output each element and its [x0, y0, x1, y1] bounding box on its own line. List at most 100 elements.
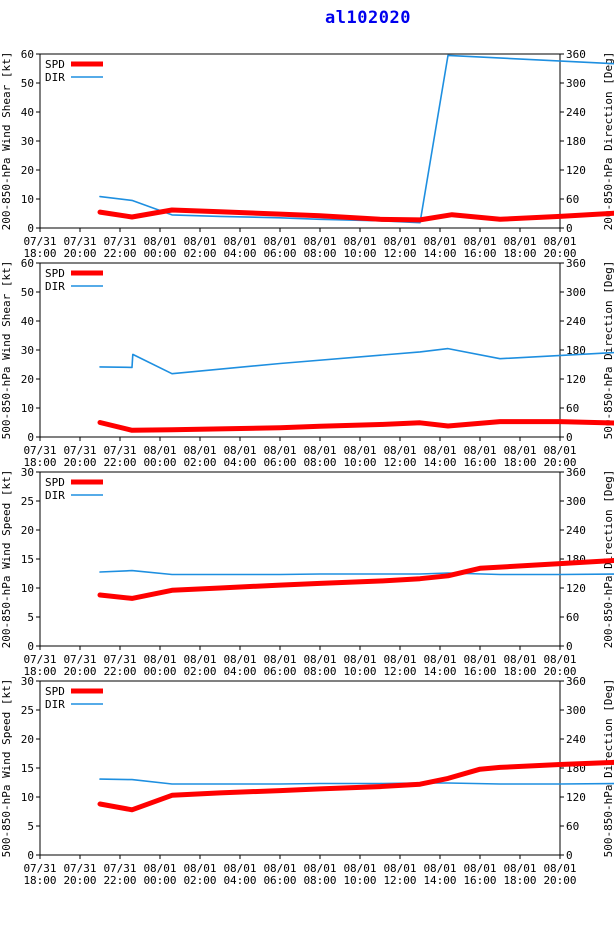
x-tick-date-label: 08/01: [503, 235, 536, 248]
x-tick-time-label: 22:00: [103, 456, 136, 469]
x-tick-date-label: 08/01: [383, 862, 416, 875]
x-tick-date-label: 07/31: [63, 862, 96, 875]
legend-label-spd: SPD: [45, 476, 65, 489]
x-tick-time-label: 16:00: [463, 874, 496, 887]
x-tick-time-label: 12:00: [383, 665, 416, 678]
x-tick-date-label: 08/01: [263, 653, 296, 666]
x-tick-date-label: 08/01: [303, 653, 336, 666]
x-tick-time-label: 18:00: [503, 247, 536, 260]
y-tick-label: 20: [21, 524, 34, 537]
y2-tick-label: 240: [566, 733, 586, 746]
y-tick-label: 20: [21, 373, 34, 386]
y-tick-label: 10: [21, 402, 34, 415]
x-tick-date-label: 08/01: [223, 862, 256, 875]
y2-tick-label: 360: [566, 675, 586, 688]
y2-tick-label: 120: [566, 164, 586, 177]
x-tick-date-label: 08/01: [463, 235, 496, 248]
x-tick-date-label: 07/31: [63, 235, 96, 248]
y-tick-label: 15: [21, 553, 34, 566]
x-tick-time-label: 10:00: [343, 874, 376, 887]
x-tick-time-label: 02:00: [183, 247, 216, 260]
x-tick-date-label: 08/01: [143, 444, 176, 457]
legend-label-spd: SPD: [45, 58, 65, 71]
x-tick-date-label: 08/01: [183, 653, 216, 666]
x-tick-time-label: 08:00: [303, 665, 336, 678]
x-tick-date-label: 08/01: [263, 862, 296, 875]
plot-frame: [39, 471, 561, 647]
x-tick-date-label: 08/01: [503, 862, 536, 875]
y2-tick-label: 0: [566, 849, 573, 862]
x-tick-date-label: 08/01: [303, 862, 336, 875]
y-tick-label: 60: [21, 48, 34, 61]
x-tick-date-label: 08/01: [263, 235, 296, 248]
y-tick-label: 5: [27, 611, 34, 624]
x-tick-date-label: 07/31: [23, 862, 56, 875]
x-tick-date-label: 08/01: [183, 235, 216, 248]
y-tick-label: 40: [21, 315, 34, 328]
y2-tick-label: 240: [566, 315, 586, 328]
y2-tick-label: 120: [566, 373, 586, 386]
chart-title: al102020: [325, 8, 411, 28]
x-tick-date-label: 08/01: [423, 653, 456, 666]
x-tick-time-label: 12:00: [383, 874, 416, 887]
x-tick-time-label: 18:00: [503, 874, 536, 887]
y-axis-label: 500-850-hPa Wind Shear [kt]: [0, 261, 13, 440]
x-tick-date-label: 08/01: [543, 653, 576, 666]
x-tick-time-label: 22:00: [103, 874, 136, 887]
x-tick-date-label: 08/01: [263, 444, 296, 457]
x-tick-time-label: 14:00: [423, 874, 456, 887]
dir-series-line: [99, 778, 614, 785]
x-tick-time-label: 22:00: [103, 247, 136, 260]
y-tick-label: 0: [27, 640, 34, 653]
x-tick-time-label: 06:00: [263, 247, 296, 260]
x-tick-time-label: 08:00: [303, 456, 336, 469]
x-tick-time-label: 20:00: [543, 874, 576, 887]
x-tick-time-label: 14:00: [423, 456, 456, 469]
x-tick-time-label: 04:00: [223, 665, 256, 678]
y2-tick-label: 60: [566, 193, 579, 206]
x-tick-time-label: 12:00: [383, 456, 416, 469]
spd-series-line: [97, 558, 614, 601]
y-tick-label: 0: [27, 222, 34, 235]
x-tick-date-label: 08/01: [383, 444, 416, 457]
x-tick-time-label: 00:00: [143, 874, 176, 887]
x-tick-date-label: 08/01: [423, 444, 456, 457]
x-tick-time-label: 06:00: [263, 874, 296, 887]
y-axis-label: 200-850-hPa Wind Shear [kt]: [0, 52, 13, 231]
x-tick-time-label: 18:00: [23, 247, 56, 260]
x-tick-date-label: 08/01: [463, 444, 496, 457]
spd-series-line: [97, 419, 614, 433]
x-tick-time-label: 20:00: [63, 665, 96, 678]
legend-label-dir: DIR: [45, 698, 65, 711]
x-tick-time-label: 16:00: [463, 665, 496, 678]
y-tick-label: 5: [27, 820, 34, 833]
x-tick-time-label: 08:00: [303, 247, 336, 260]
x-tick-time-label: 20:00: [543, 665, 576, 678]
y-tick-label: 50: [21, 286, 34, 299]
x-tick-date-label: 08/01: [223, 235, 256, 248]
x-tick-date-label: 08/01: [223, 653, 256, 666]
y2-tick-label: 60: [566, 611, 579, 624]
y-axis-label: 200-850-hPa Wind Speed [kt]: [0, 470, 13, 649]
plot-frame: [39, 53, 561, 229]
x-tick-time-label: 18:00: [503, 456, 536, 469]
x-tick-date-label: 07/31: [103, 444, 136, 457]
y-tick-label: 25: [21, 495, 34, 508]
x-tick-date-label: 08/01: [543, 862, 576, 875]
y2-tick-label: 120: [566, 791, 586, 804]
dir-series-line: [99, 569, 614, 576]
spd-series-line: [97, 759, 614, 813]
x-tick-time-label: 10:00: [343, 456, 376, 469]
x-tick-time-label: 00:00: [143, 665, 176, 678]
y-tick-label: 20: [21, 733, 34, 746]
y2-tick-label: 0: [566, 431, 573, 444]
x-tick-date-label: 07/31: [23, 444, 56, 457]
x-tick-date-label: 08/01: [343, 653, 376, 666]
y2-tick-label: 240: [566, 524, 586, 537]
y2-tick-label: 360: [566, 48, 586, 61]
x-tick-time-label: 18:00: [23, 874, 56, 887]
x-tick-date-label: 07/31: [103, 862, 136, 875]
x-tick-time-label: 00:00: [143, 456, 176, 469]
x-tick-date-label: 08/01: [343, 235, 376, 248]
y-tick-label: 30: [21, 675, 34, 688]
